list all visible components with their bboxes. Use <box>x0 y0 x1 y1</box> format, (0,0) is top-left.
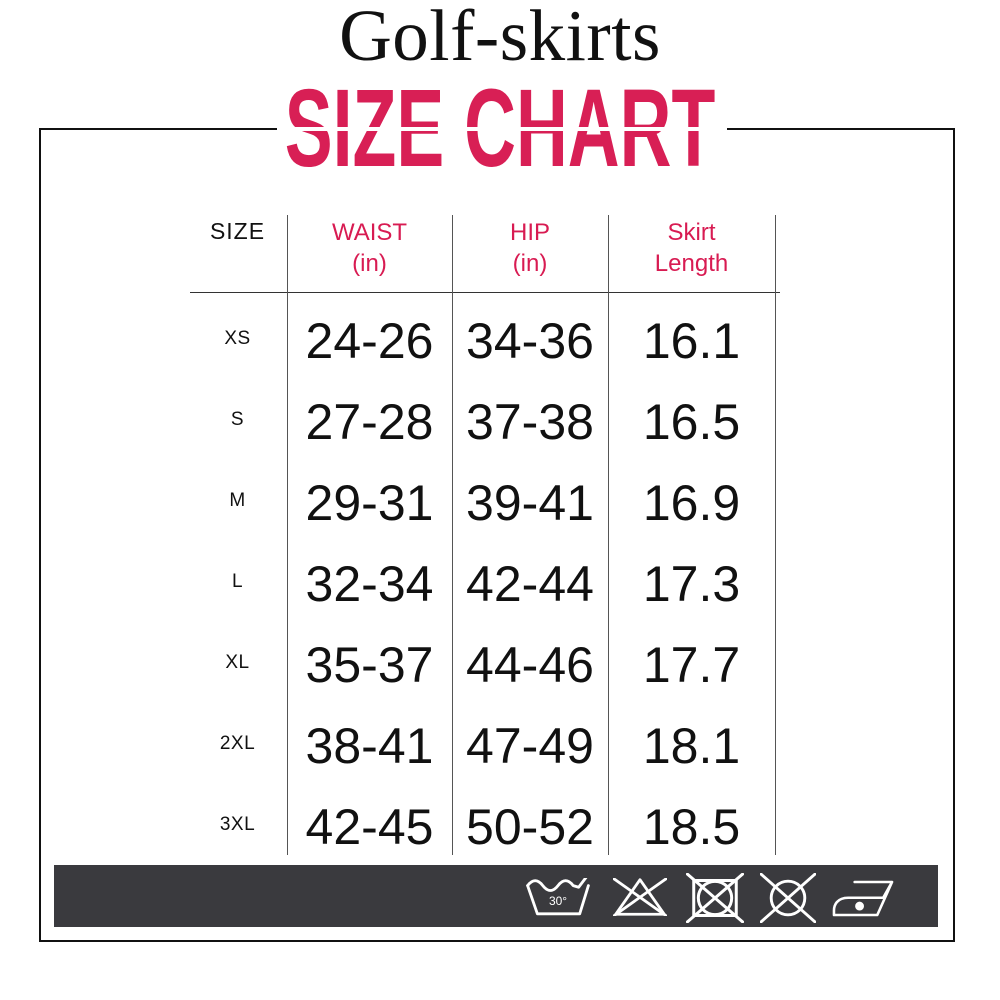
svg-text:30°: 30° <box>549 894 567 908</box>
